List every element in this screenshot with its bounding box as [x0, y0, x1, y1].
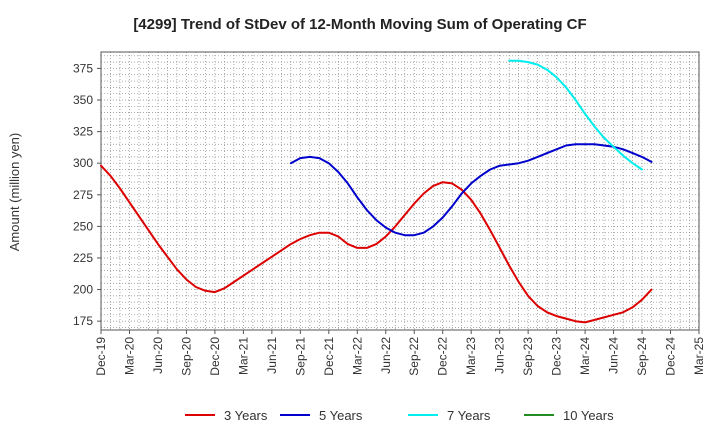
y-tick-label: 250 — [73, 219, 93, 233]
series-line-5-years — [289, 143, 653, 237]
series-lines — [100, 59, 653, 324]
x-tick-label: Dec-21 — [322, 337, 336, 376]
legend-item-7-years: 7 Years — [408, 408, 491, 423]
x-tick-label: Sep-24 — [635, 337, 649, 376]
chart-title: [4299] Trend of StDev of 12-Month Moving… — [133, 16, 586, 33]
x-tick-label: Dec-19 — [94, 337, 108, 376]
x-tick-label: Jun-21 — [265, 337, 279, 374]
plot-frame — [100, 51, 700, 331]
y-tick-label: 325 — [73, 125, 93, 139]
x-tick-label: Jun-20 — [151, 337, 165, 374]
y-tick-label: 375 — [73, 61, 93, 75]
legend: 3 Years 5 Years 7 Years 10 Years — [185, 408, 614, 423]
x-tick-label: Dec-22 — [436, 337, 450, 376]
x-tick-label: Sep-21 — [293, 337, 307, 376]
y-tick-label: 300 — [73, 156, 93, 170]
x-tick-label: Jun-22 — [379, 337, 393, 374]
y-axis-label: Amount (million yen) — [7, 133, 22, 252]
y-tick-label: 225 — [73, 251, 93, 265]
x-tick-label: Jun-23 — [493, 337, 507, 374]
y-tick-label: 350 — [73, 93, 93, 107]
grid — [101, 52, 699, 330]
x-tick-label: Sep-22 — [407, 337, 421, 376]
x-tick-label: Sep-23 — [521, 337, 535, 376]
y-tick-label: 175 — [73, 314, 93, 328]
x-tick-label: Mar-25 — [692, 337, 706, 375]
y-tick-label: 200 — [73, 283, 93, 297]
x-tick-label: Dec-24 — [664, 337, 678, 376]
x-tick-label: Mar-23 — [464, 337, 478, 375]
x-tick-label: Jun-24 — [607, 337, 621, 374]
x-tick-label: Mar-21 — [236, 337, 250, 375]
legend-item-5-years: 5 Years — [280, 408, 363, 423]
legend-item-10-years: 10 Years — [524, 408, 614, 423]
series-line-3-years — [100, 164, 653, 324]
axes: 175 200 225 250 275 300 325 350 375 Dec-19 Mar-20 J… — [73, 51, 706, 376]
legend-label: 5 Years — [319, 408, 363, 423]
legend-label: 3 Years — [224, 408, 268, 423]
y-tick-label: 275 — [73, 188, 93, 202]
x-tick-label: Mar-20 — [122, 337, 136, 375]
legend-label: 7 Years — [447, 408, 491, 423]
x-tick-label: Sep-20 — [179, 337, 193, 376]
series-line-7-years — [508, 59, 643, 171]
x-tick-label: Mar-24 — [578, 337, 592, 375]
x-tick-label: Mar-22 — [350, 337, 364, 375]
x-tick-label: Dec-23 — [550, 337, 564, 376]
x-tick-label: Dec-20 — [208, 337, 222, 376]
legend-label: 10 Years — [563, 408, 614, 423]
legend-item-3-years: 3 Years — [185, 408, 268, 423]
